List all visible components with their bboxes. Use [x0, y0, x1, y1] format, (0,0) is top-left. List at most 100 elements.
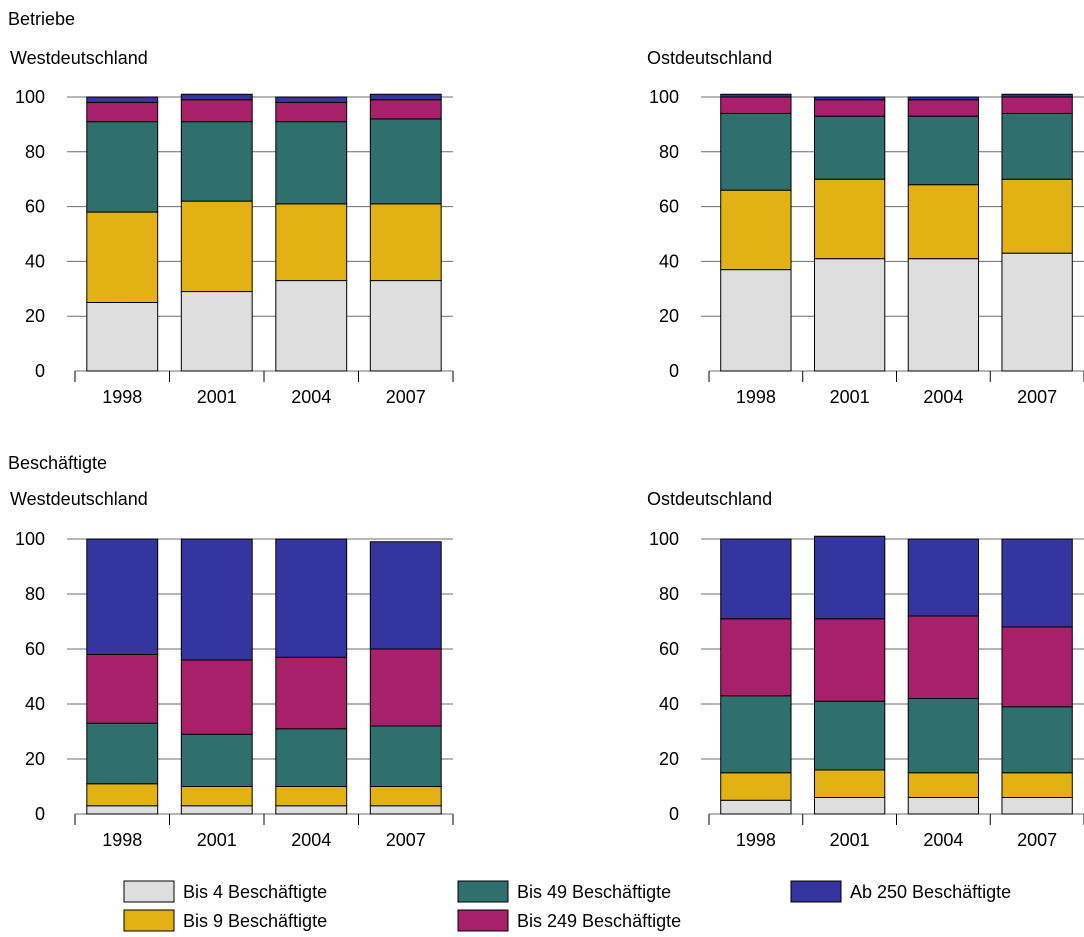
chart-title: Westdeutschland	[10, 48, 148, 68]
y-tick-label: 0	[669, 361, 679, 381]
chart-betriebe-west: Westdeutschland 0 20 40 60 80 100 1998 2001 2004 2…	[10, 48, 454, 407]
y-tick-label: 40	[25, 251, 45, 271]
chart-betriebe-ost: Ostdeutschland 0 20 40 60 80 100 1998 2001 2004 20…	[647, 48, 1084, 407]
x-tick-label: 1998	[102, 387, 142, 407]
bar-bis-4-beschaeftigte-1998	[720, 799, 792, 815]
bar-ab-250-beschaeftigte-1998	[86, 538, 159, 655]
chart-title: Ostdeutschland	[647, 489, 772, 509]
bar-bis-249-beschaeftigte-2001	[813, 99, 886, 117]
legend-label-bis9: Bis 9 Beschäftigte	[183, 911, 327, 931]
y-tick-label: 80	[659, 584, 679, 604]
bar-bis-49-beschaeftigte-2004	[907, 698, 980, 774]
legend-swatch-bis4	[123, 880, 175, 903]
bar-bis-49-beschaeftigte-2004	[275, 121, 348, 205]
bar-bis-49-beschaeftigte-1998	[720, 112, 792, 191]
y-tick-label: 100	[649, 529, 679, 549]
chart-beschaeftigte-west: Westdeutschland 0 20 40 60 80 100 1998 2001 2004 2…	[10, 489, 454, 850]
x-tick-label: 2001	[830, 830, 870, 850]
x-tick-label: 1998	[736, 387, 776, 407]
bar-bis-9-beschaeftigte-2001	[813, 769, 886, 798]
legend-swatch-ab250	[790, 880, 842, 903]
bar-bis-4-beschaeftigte-2004	[275, 805, 348, 815]
bar-bis-49-beschaeftigte-2001	[180, 733, 253, 787]
bar-bis-4-beschaeftigte-2001	[813, 258, 886, 372]
bar-bis-49-beschaeftigte-1998	[86, 121, 159, 213]
y-tick-label: 60	[25, 639, 45, 659]
bar-bis-249-beschaeftigte-1998	[86, 654, 159, 724]
bar-bis-4-beschaeftigte-1998	[86, 302, 159, 372]
bar-bis-249-beschaeftigte-1998	[720, 618, 792, 697]
y-tick-label: 100	[15, 529, 45, 549]
legend-swatch-bis9	[123, 909, 175, 932]
bar-bis-249-beschaeftigte-2007	[369, 99, 442, 120]
section-title-beschaeftigte: Beschäftigte	[8, 453, 107, 473]
x-tick-label: 1998	[102, 830, 142, 850]
bar-ab-250-beschaeftigte-2001	[813, 535, 886, 620]
bar-ab-250-beschaeftigte-2004	[275, 96, 348, 103]
bar-bis-9-beschaeftigte-2004	[275, 786, 348, 807]
bar-bis-249-beschaeftigte-2004	[275, 656, 348, 730]
bar-bis-4-beschaeftigte-2007	[369, 280, 442, 372]
x-tick-label: 2001	[830, 387, 870, 407]
bar-ab-250-beschaeftigte-1998	[720, 93, 792, 98]
bar-bis-49-beschaeftigte-2001	[180, 121, 253, 202]
bar-bis-249-beschaeftigte-2001	[180, 659, 253, 735]
bar-bis-249-beschaeftigte-1998	[86, 101, 159, 123]
bar-bis-249-beschaeftigte-2001	[180, 99, 253, 123]
bar-bis-9-beschaeftigte-2004	[275, 203, 348, 282]
y-tick-label: 80	[25, 142, 45, 162]
y-tick-label: 0	[35, 361, 45, 381]
bar-ab-250-beschaeftigte-2004	[907, 96, 980, 101]
legend-label-bis249: Bis 249 Beschäftigte	[517, 911, 681, 931]
bar-bis-4-beschaeftigte-2001	[180, 291, 253, 372]
y-tick-label: 40	[25, 694, 45, 714]
bar-bis-9-beschaeftigte-2007	[1001, 178, 1073, 254]
legend-label-bis49: Bis 49 Beschäftigte	[517, 882, 671, 902]
bar-bis-49-beschaeftigte-1998	[720, 695, 792, 774]
chart-title: Westdeutschland	[10, 489, 148, 509]
y-tick-label: 20	[659, 749, 679, 769]
y-tick-label: 100	[649, 87, 679, 107]
bar-ab-250-beschaeftigte-2004	[907, 538, 980, 617]
legend: Bis 4 Beschäftigte Bis 49 Beschäftigte A…	[123, 880, 1011, 932]
bar-bis-249-beschaeftigte-2007	[369, 648, 442, 727]
bar-ab-250-beschaeftigte-1998	[720, 538, 792, 620]
legend-label-ab250: Ab 250 Beschäftigte	[850, 882, 1011, 902]
bar-bis-9-beschaeftigte-2004	[907, 184, 980, 260]
bar-bis-49-beschaeftigte-2001	[813, 115, 886, 180]
y-tick-label: 60	[659, 639, 679, 659]
bar-bis-4-beschaeftigte-2007	[1001, 252, 1073, 372]
bar-bis-249-beschaeftigte-1998	[720, 96, 792, 114]
legend-swatch-bis249	[457, 909, 509, 932]
bar-bis-9-beschaeftigte-2001	[813, 178, 886, 260]
x-tick-label: 2004	[291, 387, 331, 407]
bar-bis-49-beschaeftigte-2004	[907, 115, 980, 186]
bar-bis-4-beschaeftigte-2004	[907, 258, 980, 372]
y-tick-label: 60	[25, 197, 45, 217]
bar-bis-9-beschaeftigte-2007	[369, 786, 442, 807]
y-tick-label: 80	[25, 584, 45, 604]
bar-bis-9-beschaeftigte-1998	[86, 783, 159, 807]
chart-title: Ostdeutschland	[647, 48, 772, 68]
y-tick-label: 40	[659, 251, 679, 271]
bar-bis-4-beschaeftigte-2007	[369, 805, 442, 815]
bar-bis-249-beschaeftigte-2004	[907, 615, 980, 699]
bar-bis-49-beschaeftigte-2004	[275, 728, 348, 787]
bar-bis-4-beschaeftigte-2007	[1001, 797, 1073, 815]
bar-bis-249-beschaeftigte-2007	[1001, 626, 1073, 708]
bar-ab-250-beschaeftigte-2007	[1001, 538, 1073, 628]
bar-ab-250-beschaeftigte-2001	[180, 538, 253, 661]
x-tick-label: 2004	[923, 830, 963, 850]
bar-bis-49-beschaeftigte-1998	[86, 722, 159, 785]
bar-bis-9-beschaeftigte-2001	[180, 200, 253, 293]
bar-bis-49-beschaeftigte-2007	[1001, 706, 1073, 774]
x-tick-label: 2007	[386, 387, 426, 407]
bar-bis-9-beschaeftigte-1998	[86, 211, 159, 303]
bar-ab-250-beschaeftigte-2001	[813, 96, 886, 101]
bar-bis-249-beschaeftigte-2004	[907, 99, 980, 117]
bar-bis-49-beschaeftigte-2007	[369, 725, 442, 787]
bar-ab-250-beschaeftigte-2007	[369, 541, 442, 650]
bar-bis-49-beschaeftigte-2007	[1001, 112, 1073, 180]
bar-bis-9-beschaeftigte-2004	[907, 772, 980, 798]
